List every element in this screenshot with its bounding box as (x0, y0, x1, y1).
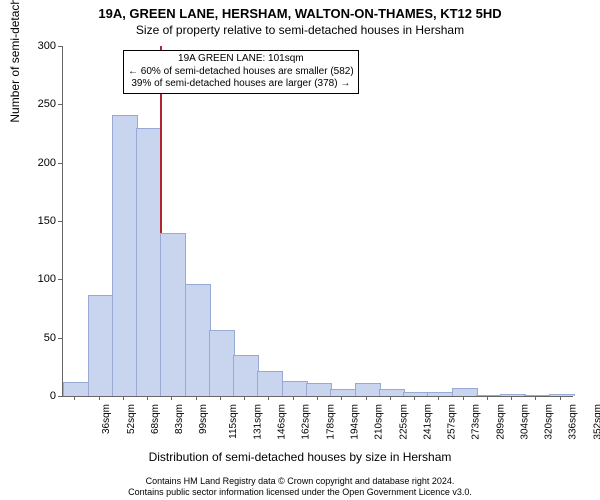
xtick-mark (220, 396, 221, 400)
xtick-mark (366, 396, 367, 400)
xtick-mark (487, 396, 488, 400)
xtick-label: 273sqm (471, 404, 482, 440)
xtick-label: 320sqm (544, 404, 555, 440)
histogram-bar (282, 381, 308, 396)
histogram-bar (549, 394, 575, 396)
ytick-label: 100 (38, 273, 56, 285)
histogram-bar (500, 394, 526, 396)
xtick-mark (535, 396, 536, 400)
histogram-bar (476, 395, 502, 396)
xtick-label: 146sqm (277, 404, 288, 440)
chart-title-main: 19A, GREEN LANE, HERSHAM, WALTON-ON-THAM… (0, 0, 600, 21)
xtick-label: 257sqm (447, 404, 458, 440)
xtick-label: 52sqm (126, 404, 137, 434)
xtick-mark (147, 396, 148, 400)
histogram-bar (112, 115, 138, 396)
histogram-bar (209, 330, 235, 396)
xtick-label: 68sqm (150, 404, 161, 434)
xtick-label: 210sqm (374, 404, 385, 440)
ytick-label: 50 (44, 332, 56, 344)
xtick-label: 115sqm (227, 404, 238, 439)
histogram-bar (160, 233, 186, 396)
xtick-mark (560, 396, 561, 400)
footnote-line2: Contains public sector information licen… (0, 487, 600, 498)
xtick-mark (99, 396, 100, 400)
xtick-mark (317, 396, 318, 400)
xtick-label: 241sqm (422, 404, 433, 440)
footnote: Contains HM Land Registry data © Crown c… (0, 476, 600, 498)
xtick-mark (293, 396, 294, 400)
histogram-bar (330, 389, 356, 396)
xtick-label: 99sqm (198, 404, 209, 434)
annotation-line1: 19A GREEN LANE: 101sqm (128, 53, 354, 66)
xtick-label: 336sqm (568, 404, 579, 440)
xtick-mark (268, 396, 269, 400)
histogram-bar (379, 389, 405, 396)
histogram-chart: 19A, GREEN LANE, HERSHAM, WALTON-ON-THAM… (0, 0, 600, 500)
annotation-line3: 39% of semi-detached houses are larger (… (128, 78, 354, 91)
footnote-line1: Contains HM Land Registry data © Crown c… (0, 476, 600, 487)
xtick-mark (511, 396, 512, 400)
histogram-bar (63, 382, 89, 396)
x-axis-label: Distribution of semi-detached houses by … (0, 450, 600, 464)
histogram-bar (136, 128, 162, 396)
histogram-bar (88, 295, 114, 396)
ytick-label: 150 (38, 215, 56, 227)
ytick-label: 0 (50, 390, 56, 402)
plot-area: 19A GREEN LANE: 101sqm ← 60% of semi-det… (62, 46, 573, 397)
histogram-bar (355, 383, 381, 396)
histogram-bar (257, 371, 283, 397)
histogram-bar (403, 392, 429, 397)
ytick-label: 250 (38, 98, 56, 110)
annotation-line2: ← 60% of semi-detached houses are smalle… (128, 66, 354, 79)
xtick-mark (244, 396, 245, 400)
xtick-mark (463, 396, 464, 400)
xtick-mark (196, 396, 197, 400)
xtick-mark (414, 396, 415, 400)
xtick-label: 194sqm (350, 404, 361, 440)
xtick-label: 131sqm (252, 404, 263, 440)
xtick-label: 289sqm (495, 404, 506, 440)
xtick-mark (390, 396, 391, 400)
histogram-bar (185, 284, 211, 396)
histogram-bar (233, 355, 259, 396)
xtick-mark (171, 396, 172, 400)
xtick-mark (438, 396, 439, 400)
xtick-label: 162sqm (301, 404, 312, 440)
histogram-bar (427, 392, 453, 397)
y-axis-label: Number of semi-detached properties (8, 0, 22, 123)
annotation-box: 19A GREEN LANE: 101sqm ← 60% of semi-det… (123, 50, 359, 94)
xtick-label: 36sqm (101, 404, 112, 434)
histogram-bar (452, 388, 478, 396)
xtick-label: 304sqm (519, 404, 530, 440)
chart-title-sub: Size of property relative to semi-detach… (0, 21, 600, 37)
xtick-mark (341, 396, 342, 400)
histogram-bar (524, 395, 550, 396)
histogram-bar (306, 383, 332, 396)
xtick-mark (74, 396, 75, 400)
ytick-label: 300 (38, 40, 56, 52)
ytick-label: 200 (38, 157, 56, 169)
xtick-label: 225sqm (398, 404, 409, 440)
xtick-label: 83sqm (174, 404, 185, 434)
xtick-label: 352sqm (592, 404, 600, 440)
xtick-label: 178sqm (325, 404, 336, 440)
xtick-mark (123, 396, 124, 400)
